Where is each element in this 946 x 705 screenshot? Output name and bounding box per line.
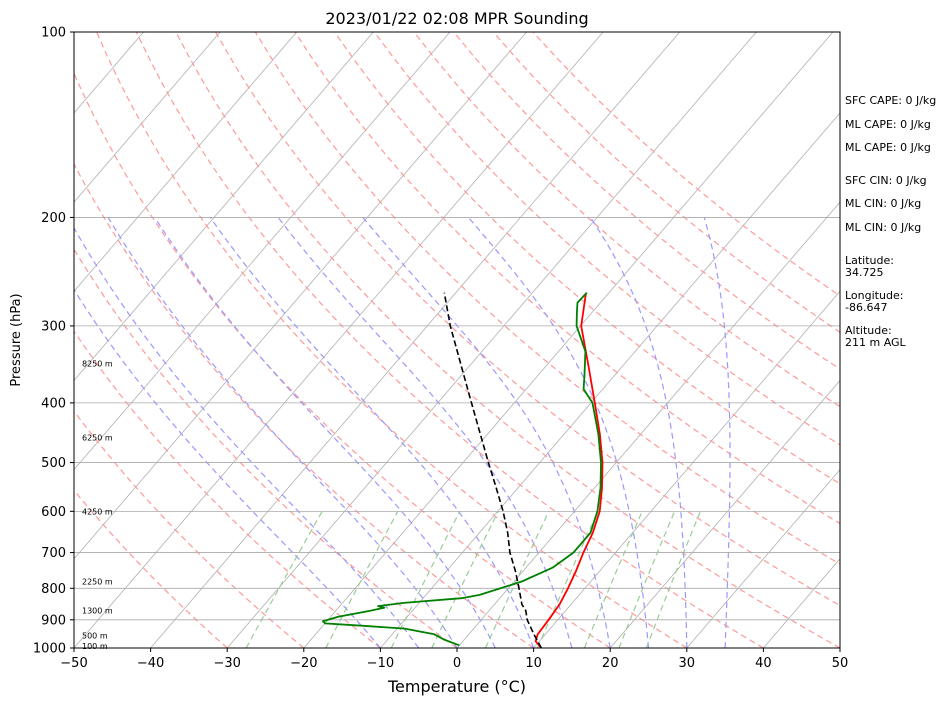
isotherm-line xyxy=(609,379,840,648)
isotherm-line xyxy=(74,32,604,648)
mixing-ratio-line xyxy=(431,511,499,648)
dry-adiabat-line xyxy=(175,32,840,648)
isotherm-line xyxy=(74,32,451,471)
mixing-ratio-line xyxy=(645,511,701,648)
height-label: 2250 m xyxy=(82,578,113,587)
isotherm-line xyxy=(74,32,527,560)
isotherm-line xyxy=(150,32,681,648)
x-axis-label: Temperature (°C) xyxy=(387,677,526,696)
y-tick-label: 100 xyxy=(41,26,66,41)
dry-adiabat-line xyxy=(215,32,840,607)
moist-adiabat-line xyxy=(74,288,381,648)
altitude-text: Altitude: 211 m AGL xyxy=(845,324,906,349)
dry-adiabat-line xyxy=(373,32,840,446)
y-tick-label: 700 xyxy=(41,546,66,561)
longitude-text: Longitude: -86.647 xyxy=(845,289,904,314)
dry-adiabat-line xyxy=(413,32,840,408)
moist-adiabat-line xyxy=(362,217,611,648)
mixing-ratio-line xyxy=(245,511,323,648)
isotherm-line xyxy=(380,112,840,648)
moist-adiabat-line xyxy=(467,217,650,648)
y-tick-label: 500 xyxy=(41,456,66,471)
moist-adiabat-line xyxy=(154,217,496,648)
ml-cape-text-2: ML CAPE: 0 J/kg xyxy=(845,141,931,154)
height-label: 8250 m xyxy=(82,359,113,368)
x-tick-label: 10 xyxy=(525,656,542,671)
dry-adiabat-line xyxy=(135,32,764,648)
y-tick-label: 200 xyxy=(41,211,66,226)
x-tick-label: 30 xyxy=(679,656,696,671)
moist-adiabat-line xyxy=(277,217,573,648)
height-label: 6250 m xyxy=(82,433,113,442)
dry-adiabat-line xyxy=(74,71,611,648)
dry-adiabat-line xyxy=(74,410,305,648)
moist-adiabat-line xyxy=(74,226,420,648)
isotherm-line xyxy=(74,32,298,292)
x-tick-label: 0 xyxy=(453,656,461,671)
x-tick-label: −10 xyxy=(367,656,394,671)
isotherm-line xyxy=(456,201,840,648)
isotherm-line xyxy=(226,32,757,648)
parcel-profile-line xyxy=(443,292,543,648)
ml-cin-text-2: ML CIN: 0 J/kg xyxy=(845,221,922,234)
temperature-profile-line xyxy=(534,292,604,648)
x-tick-label: 50 xyxy=(832,656,849,671)
x-axis-ticks: −50 −40 −30 −20 −10 0 10 20 30 40 50 xyxy=(60,648,848,671)
latitude-text: Latitude: 34.725 xyxy=(845,254,894,279)
ml-cin-text: ML CIN: 0 J/kg xyxy=(845,197,922,210)
dry-adiabat-line xyxy=(96,32,688,648)
height-label: 100 m xyxy=(82,642,108,651)
isotherm-line xyxy=(686,469,840,648)
y-axis-label: Pressure (hPa) xyxy=(9,293,24,386)
isotherm-line xyxy=(533,290,840,648)
isotherm-line xyxy=(303,32,834,648)
pressure-grid xyxy=(74,217,840,621)
moist-adiabat-line xyxy=(209,217,535,648)
chart-title: 2023/01/22 02:08 MPR Sounding xyxy=(325,9,588,28)
y-tick-label: 900 xyxy=(41,613,66,628)
height-label: 500 m xyxy=(82,632,108,641)
background-lines xyxy=(74,32,840,648)
y-tick-label: 300 xyxy=(41,319,66,334)
dewpoint-profile-line xyxy=(321,292,602,647)
height-label: 1300 m xyxy=(82,607,113,616)
mixing-ratio-line xyxy=(325,511,399,648)
dry-adiabat-line xyxy=(74,330,381,648)
plot-frame xyxy=(73,31,841,649)
dry-adiabat-line xyxy=(74,162,534,648)
y-axis-ticks: 100 200 300 400 500 600 700 800 900 1000 xyxy=(33,26,74,657)
height-label: 4250 m xyxy=(82,507,113,516)
ml-cape-text: ML CAPE: 0 J/kg xyxy=(845,118,931,131)
profiles xyxy=(321,292,604,648)
x-tick-label: −50 xyxy=(60,656,87,671)
dry-adiabat-line xyxy=(74,248,458,648)
y-tick-label: 1000 xyxy=(33,642,66,657)
y-tick-label: 800 xyxy=(41,582,66,597)
mixing-ratio-line xyxy=(390,511,461,648)
x-tick-label: −30 xyxy=(213,656,240,671)
dry-adiabat-line xyxy=(334,32,840,485)
x-tick-label: −20 xyxy=(290,656,317,671)
x-tick-label: 20 xyxy=(602,656,619,671)
dry-adiabat-line xyxy=(74,489,228,648)
x-tick-label: −40 xyxy=(137,656,164,671)
mixing-ratio-line xyxy=(536,511,599,648)
dry-adiabat-line xyxy=(453,32,840,370)
isotherm-line xyxy=(74,32,374,382)
sfc-cin-text: SFC CIN: 0 J/kg xyxy=(845,174,927,187)
isotherm-line xyxy=(74,32,221,203)
x-tick-label: 40 xyxy=(755,656,772,671)
moist-adiabat-line xyxy=(703,217,731,648)
y-tick-label: 600 xyxy=(41,505,66,520)
sfc-cape-text: SFC CAPE: 0 J/kg xyxy=(845,94,937,107)
y-tick-label: 400 xyxy=(41,396,66,411)
